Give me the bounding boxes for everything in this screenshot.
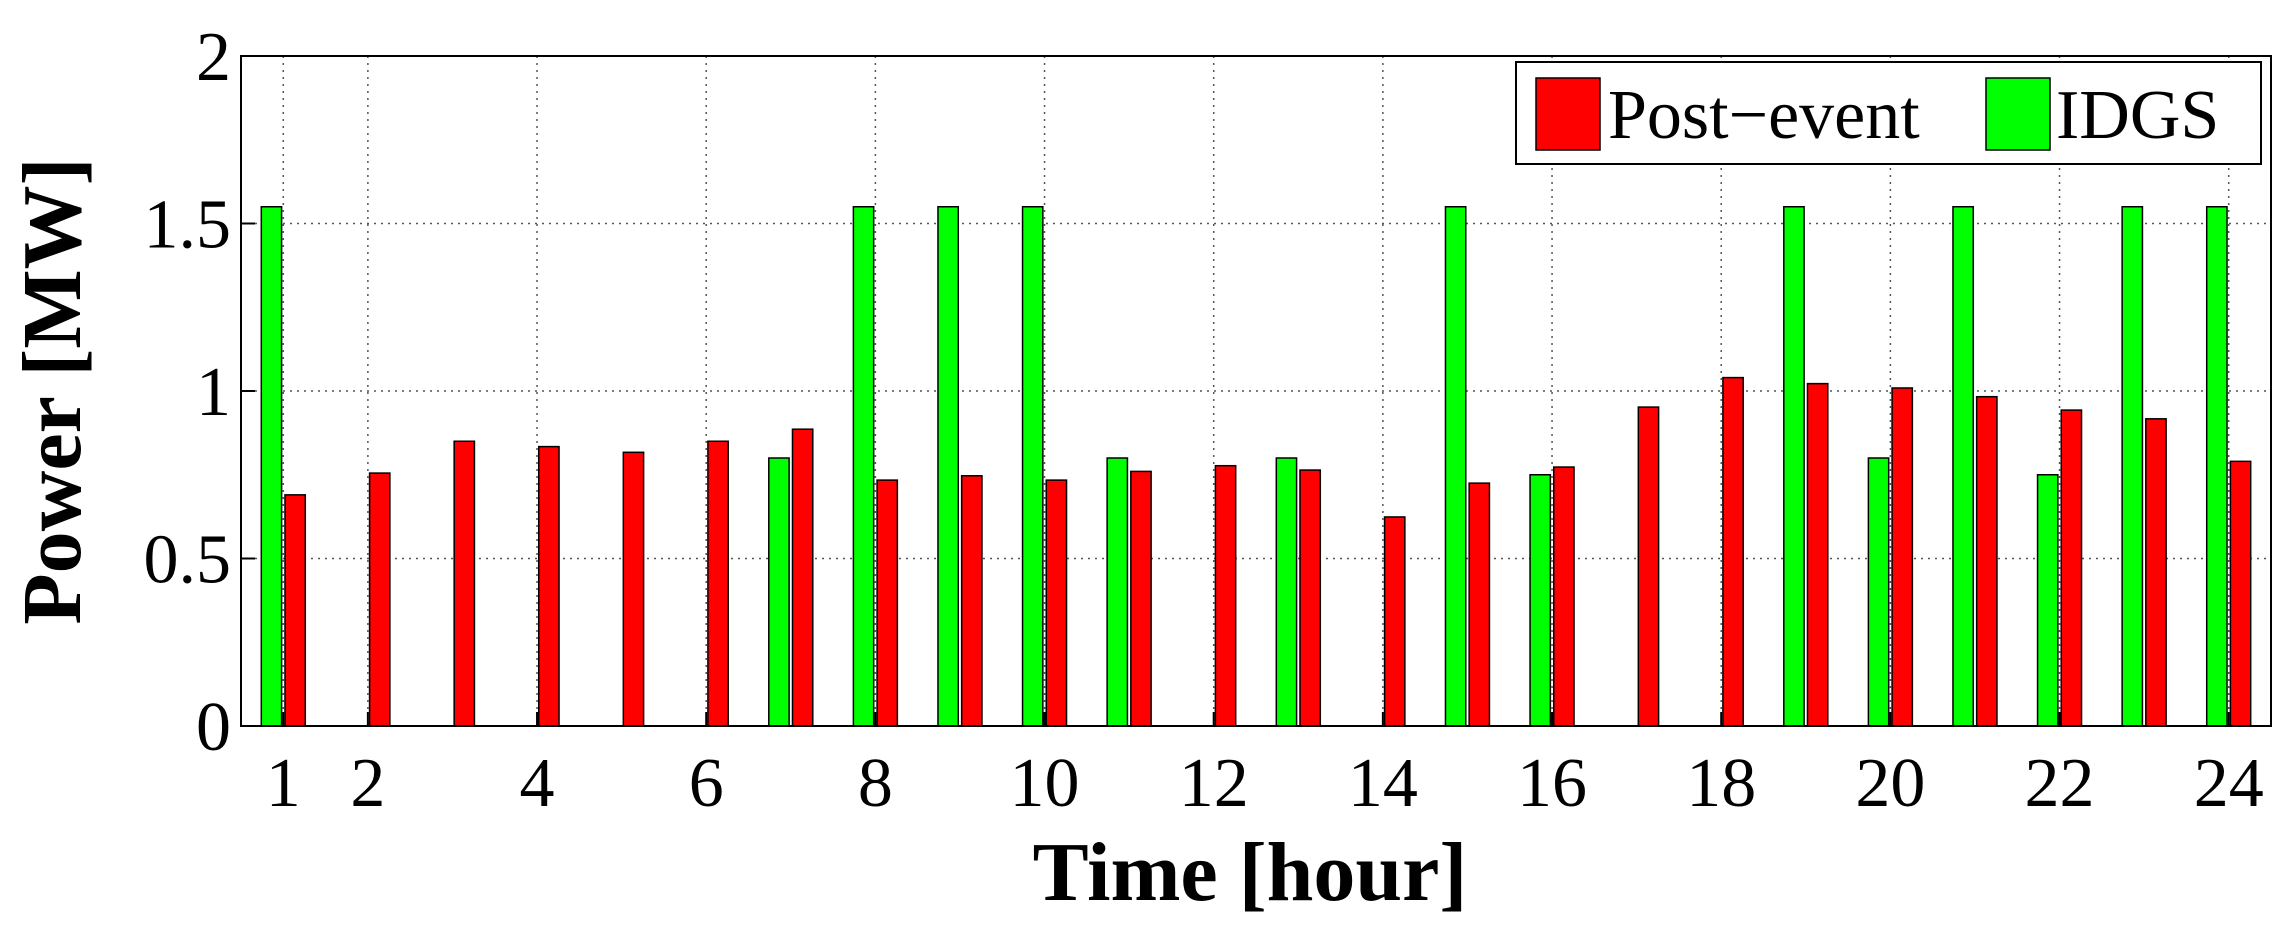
bar (876, 479, 899, 727)
bar (768, 457, 790, 727)
bar (1045, 479, 1068, 727)
legend-label: IDGS (2056, 77, 2219, 154)
bar (960, 475, 983, 727)
bar (284, 494, 307, 727)
bar (1552, 466, 1575, 727)
x-tick-label: 1 (266, 745, 301, 822)
bar (707, 440, 729, 727)
bar (537, 445, 560, 727)
bar (1867, 457, 1890, 727)
bar (2145, 418, 2167, 727)
y-tick-label: 1 (196, 354, 231, 431)
bar (937, 206, 960, 727)
bar (453, 440, 476, 727)
x-axis-label: Time [hour] (1033, 826, 1468, 919)
x-tick-label: 2 (350, 745, 385, 822)
y-tick-label: 0.5 (144, 522, 232, 599)
bar (368, 472, 391, 727)
x-tick-label: 10 (1010, 745, 1080, 822)
bar (1275, 457, 1298, 727)
bar (1783, 206, 1805, 727)
x-tick-label: 12 (1179, 745, 1249, 822)
bar (1952, 206, 1975, 727)
legend-label: Post−event (1608, 77, 1920, 154)
bar (1021, 206, 1044, 727)
bar (1891, 387, 1914, 727)
bar (2229, 460, 2252, 727)
x-tick-label: 14 (1348, 745, 1418, 822)
y-tick-label: 2 (196, 19, 231, 96)
x-tick-label: 4 (520, 745, 555, 822)
bar (2121, 206, 2144, 727)
bar (260, 206, 283, 727)
y-tick-label: 0 (196, 689, 231, 766)
bar (1299, 469, 1322, 727)
bar (622, 451, 645, 727)
legend-swatch (1985, 77, 2051, 151)
x-tick-label: 16 (1517, 745, 1587, 822)
y-axis-label: Power [MW] (6, 157, 99, 624)
y-tick-label: 1.5 (144, 187, 232, 264)
bar (1722, 376, 1744, 727)
x-tick-label: 6 (689, 745, 724, 822)
bar (791, 428, 814, 727)
bar (2060, 409, 2083, 727)
bar (1106, 457, 1129, 727)
bar (1637, 406, 1660, 727)
bar (1468, 482, 1491, 727)
x-tick-label: 8 (858, 745, 893, 822)
bar (852, 206, 875, 727)
bar (1529, 474, 1552, 727)
legend-box (1515, 61, 2262, 165)
bar (1214, 464, 1237, 727)
x-tick-label: 24 (2194, 745, 2264, 822)
legend-swatch (1535, 77, 1601, 151)
bar (1806, 382, 1829, 727)
bar (1383, 516, 1406, 727)
bar (1130, 470, 1152, 727)
x-tick-label: 22 (2025, 745, 2095, 822)
x-tick-label: 20 (1855, 745, 1925, 822)
bar (2036, 474, 2059, 727)
x-tick-label: 18 (1686, 745, 1756, 822)
bar (1444, 206, 1467, 727)
bar (2205, 206, 2228, 727)
axes-frame (240, 55, 2272, 727)
bar (1975, 395, 1998, 727)
